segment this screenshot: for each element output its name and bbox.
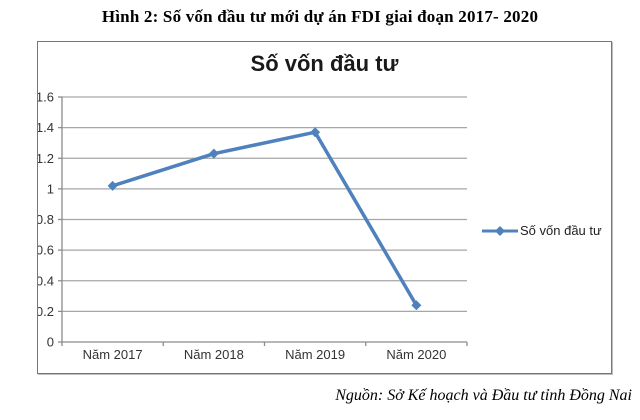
y-tick-label: 1.6 — [38, 90, 54, 105]
figure-caption: Hình 2: Số vốn đầu tư mới dự án FDI giai… — [101, 7, 539, 26]
chart: Số vốn đầu tư 0 0.2 0.4 0.6 0.8 1 1.2 1.4 1.6 Năm… — [37, 41, 612, 374]
plot-area: 0 0.2 0.4 0.6 0.8 1 1.2 1.4 1.6 Năm 2017 Năm 2018 N… — [38, 90, 468, 362]
data-point-marker — [310, 127, 321, 138]
legend-label: Số vốn đầu tư — [520, 223, 602, 238]
y-tick-label: 1.4 — [38, 120, 54, 135]
series-line — [110, 130, 419, 307]
x-category-label: Năm 2018 — [184, 347, 244, 362]
y-tick-label: 0 — [47, 335, 54, 350]
source-note: Nguồn: Sở Kế hoạch và Đầu tư tỉnh Đồng N… — [335, 387, 632, 404]
legend-line-marker-icon — [482, 225, 518, 236]
data-point-marker — [208, 148, 219, 159]
chart-title: Số vốn đầu tư — [250, 51, 399, 76]
x-category-label: Năm 2020 — [386, 347, 446, 362]
data-point-marker — [411, 300, 422, 311]
y-tick-label: 0.8 — [38, 212, 54, 227]
y-tick-label: 0.4 — [38, 273, 54, 288]
y-tick-label: 0.2 — [38, 304, 54, 319]
y-tick-label: 1.2 — [38, 151, 54, 166]
y-tick-label: 1 — [47, 181, 54, 196]
x-category-label: Năm 2019 — [285, 347, 345, 362]
legend: Số vốn đầu tư — [481, 223, 602, 238]
y-tick-label: 0.6 — [38, 243, 54, 258]
data-point-marker — [107, 180, 118, 191]
x-category-label: Năm 2017 — [83, 347, 143, 362]
